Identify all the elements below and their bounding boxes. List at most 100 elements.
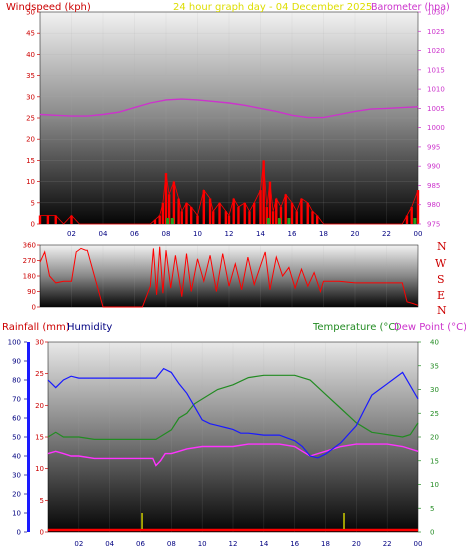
rain-gauge-bar (27, 342, 30, 532)
rain-ytick-label: 10 (35, 465, 44, 473)
direction-label-n-top: N (437, 240, 447, 253)
wind-bar (271, 211, 275, 224)
wind-bar (172, 181, 176, 224)
temp-xtick-label: 06 (136, 540, 145, 548)
temp-xtick-label: 08 (167, 540, 176, 548)
wind-bar (218, 202, 221, 224)
wind-bar (237, 207, 240, 224)
humidity-ytick-label: 90 (12, 358, 21, 366)
temp-xtick-label: 12 (229, 540, 238, 548)
humidity-ytick-label: 10 (12, 510, 21, 518)
rain-ytick-label: 0 (40, 529, 44, 537)
wind-bar (202, 190, 205, 224)
windspeed-line (40, 160, 419, 225)
dir-ytick-label: 180 (23, 273, 36, 281)
wind-bar (190, 207, 193, 224)
direction-label-e: E (437, 289, 445, 302)
wind-bar (262, 160, 265, 224)
wind-bar (232, 198, 235, 224)
baro-ytick-label: 995 (427, 143, 440, 151)
temp-xtick-label: 18 (321, 540, 330, 548)
rain-ytick-label: 30 (35, 339, 44, 347)
wind-bar (208, 198, 212, 224)
wind-xtick-label: 06 (130, 230, 139, 238)
temp-ytick-label: 15 (430, 457, 439, 465)
rain-ytick-label: 15 (35, 434, 44, 442)
rainfall-axis-title: Rainfall (mm) (2, 322, 70, 333)
wind-ytick-label: 40 (26, 51, 35, 59)
direction-label-n-bottom: N (437, 304, 447, 317)
baro-ytick-label: 980 (427, 201, 440, 209)
wind-ytick-label: 45 (26, 30, 35, 38)
dewpoint-axis-title: Dew Point (°C) (394, 322, 466, 333)
temp-ytick-label: 35 (430, 362, 439, 370)
humidity-ytick-label: 80 (12, 377, 21, 385)
wind-xtick-label: 22 (382, 230, 391, 238)
barometer-line (39, 98, 419, 119)
wind-bar (224, 211, 228, 224)
temp-xtick-label: 16 (290, 540, 299, 548)
wind-xtick-label: 18 (319, 230, 328, 238)
temp-ytick-label: 25 (430, 410, 439, 418)
wind-bar (248, 211, 251, 224)
wind-ytick-label: 10 (26, 178, 35, 186)
wind-bar (253, 202, 256, 224)
baro-ytick-label: 1015 (427, 66, 445, 74)
humidity-line (47, 367, 419, 459)
wind-bar (300, 198, 303, 224)
dir-ytick-label: 270 (23, 257, 36, 265)
wind-ytick-label: 20 (26, 136, 35, 144)
chart-title: 24 hour graph day - 04 December 2025 (173, 2, 372, 13)
humidity-ytick-label: 70 (12, 396, 21, 404)
baro-ytick-label: 1025 (427, 28, 445, 36)
wind-avg-mark (413, 218, 417, 224)
wind-xtick-label: 10 (193, 230, 202, 238)
temp-xtick-label: 04 (105, 540, 114, 548)
humidity-ytick-label: 60 (12, 415, 21, 423)
wind-bar (212, 211, 215, 224)
rain-ytick-label: 5 (40, 497, 44, 505)
wind-ytick-label: 35 (26, 72, 35, 80)
wind-bar (243, 202, 246, 224)
wind-xtick-label: 02 (67, 230, 76, 238)
wind-avg-mark (166, 218, 170, 224)
wind-bar (70, 215, 73, 224)
wind-bar (46, 215, 50, 224)
wind-xtick-label: 16 (288, 230, 297, 238)
wind-ytick-label: 5 (31, 199, 35, 207)
baro-ytick-label: 1005 (427, 105, 445, 113)
dewpoint-line (47, 443, 419, 467)
wind-ytick-label: 0 (31, 221, 35, 229)
temp-xtick-label: 00 (414, 540, 423, 548)
wind-bar (279, 207, 283, 224)
wind-bar (196, 215, 199, 224)
wind-avg-mark (170, 218, 174, 224)
wind-bar (295, 211, 298, 224)
humidity-ytick-label: 100 (8, 339, 21, 347)
wind-bar (54, 215, 57, 224)
wind-bar (180, 211, 183, 224)
wind-bar (167, 194, 171, 224)
wind-xtick-label: 04 (99, 230, 108, 238)
wind-bar (177, 198, 180, 224)
dir-ytick-label: 360 (23, 242, 36, 250)
wind-bar (290, 202, 294, 224)
humidity-ytick-label: 20 (12, 491, 21, 499)
temp-ytick-label: 10 (430, 481, 439, 489)
windspeed-axis-title: Windspeed (kph) (6, 2, 91, 13)
direction-label-w: W (435, 257, 447, 270)
humidity-ytick-label: 40 (12, 453, 21, 461)
temp-ytick-label: 20 (430, 434, 439, 442)
direction-panel-bg (39, 244, 419, 308)
temp-xtick-label: 22 (383, 540, 392, 548)
baro-ytick-label: 975 (427, 221, 440, 229)
baro-ytick-label: 1030 (427, 9, 445, 17)
temp-ytick-label: 0 (430, 529, 434, 537)
temp-ytick-label: 40 (430, 339, 439, 347)
humidity-ytick-label: 30 (12, 472, 21, 480)
wind-bar (185, 202, 188, 224)
wind-bar (306, 202, 309, 224)
temp-xtick-label: 10 (198, 540, 207, 548)
